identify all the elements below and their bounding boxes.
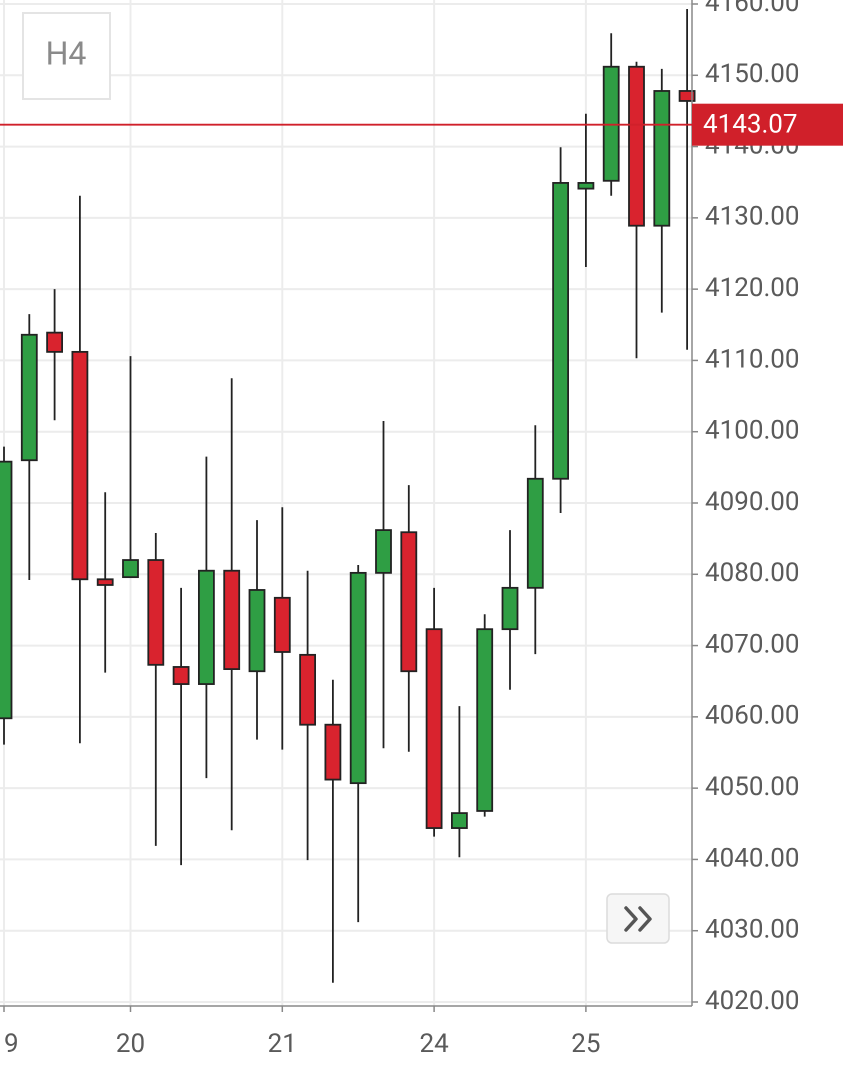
candle-body xyxy=(602,65,620,182)
scroll-button[interactable] xyxy=(606,893,670,944)
y-tick-label: 4100.00 xyxy=(705,416,800,446)
candle-body xyxy=(46,331,63,353)
y-tick-label: 4030.00 xyxy=(705,915,800,945)
candle-body xyxy=(248,589,266,673)
candle-body xyxy=(653,90,671,227)
x-tick-label: 24 xyxy=(419,1029,449,1059)
candle-body xyxy=(476,628,494,812)
candle-body xyxy=(349,571,367,785)
candle-body xyxy=(552,182,569,480)
candle-body xyxy=(71,350,89,581)
candle-body xyxy=(223,569,241,670)
candle-body xyxy=(172,666,190,685)
candle-body xyxy=(501,586,519,631)
button-frame[interactable] xyxy=(606,893,670,944)
y-tick-label: 4040.00 xyxy=(705,843,800,873)
y-tick-label: 4160.00 xyxy=(705,0,800,18)
last-price-label: 4143.07 xyxy=(703,110,798,140)
candle-body xyxy=(122,559,139,579)
candle-body xyxy=(273,596,291,653)
candle-body xyxy=(400,531,418,673)
x-tick-label: 25 xyxy=(571,1029,600,1059)
y-tick-label: 4060.00 xyxy=(705,701,800,731)
grid xyxy=(0,0,692,1006)
timeframe-label: H4 xyxy=(46,34,87,72)
y-tick-label: 4120.00 xyxy=(705,273,800,303)
candle-body xyxy=(628,65,645,227)
candle-body xyxy=(0,460,13,720)
candle-body xyxy=(375,529,392,574)
candles xyxy=(0,8,696,983)
last-price: 4143.07 xyxy=(0,103,843,146)
y-tick-label: 4050.00 xyxy=(705,772,800,802)
timeframe-frame xyxy=(22,12,111,100)
candle-body xyxy=(450,812,468,829)
y-tick-label: 4090.00 xyxy=(705,487,800,517)
candle-body xyxy=(96,578,114,586)
y-tick-label: 4020.00 xyxy=(705,986,800,1016)
candle-body xyxy=(299,653,317,726)
x-tick-label: 19 xyxy=(0,1029,19,1059)
candle-body xyxy=(147,559,165,666)
chevron-icon xyxy=(624,906,652,932)
axis: 4020.00 4030.00 4040.00 4050.00 4060.00 4070.… xyxy=(0,0,800,1059)
y-tick-label: 4070.00 xyxy=(705,629,800,659)
y-tick-label: 4150.00 xyxy=(705,59,800,89)
y-tick-label: 4110.00 xyxy=(705,344,800,374)
x-tick-label: 20 xyxy=(116,1029,145,1059)
timeframe-box[interactable]: H4 xyxy=(22,12,111,100)
last-price-badge xyxy=(692,103,843,146)
candle-body xyxy=(20,333,38,462)
x-tick-label: 21 xyxy=(268,1029,297,1059)
candle-body xyxy=(526,477,544,589)
candle-body xyxy=(324,723,342,781)
candle-body xyxy=(678,90,696,102)
candle-body xyxy=(425,628,443,829)
y-tick-label: 4130.00 xyxy=(705,202,800,232)
candle-body xyxy=(197,569,215,685)
y-tick-label: 4080.00 xyxy=(705,558,800,588)
candle-body xyxy=(577,182,595,190)
